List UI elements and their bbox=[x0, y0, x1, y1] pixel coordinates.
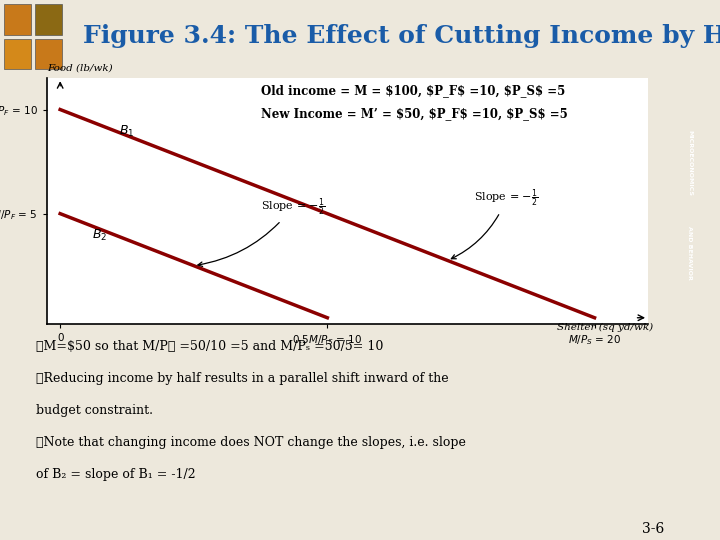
Text: ✓M=$50 so that M/P₟ =50/10 =5 and M/Pₛ =50/5= 10: ✓M=$50 so that M/P₟ =50/10 =5 and M/Pₛ =… bbox=[36, 340, 383, 353]
Text: AND BEHAVIOR: AND BEHAVIOR bbox=[687, 226, 692, 279]
Text: New Income = M’ = $50, $P_F$ =10, $P_S$ =5: New Income = M’ = $50, $P_F$ =10, $P_S$ … bbox=[261, 107, 567, 120]
Bar bbox=[4, 4, 31, 35]
Bar bbox=[4, 39, 31, 69]
Text: Figure 3.4: The Effect of Cutting Income by Half: Figure 3.4: The Effect of Cutting Income… bbox=[83, 24, 720, 49]
Text: MICROECONOMICS: MICROECONOMICS bbox=[687, 130, 692, 195]
Text: of B₂ = slope of B₁ = -1/2: of B₂ = slope of B₁ = -1/2 bbox=[36, 468, 196, 481]
Text: ✓Reducing income by half results in a parallel shift inward of the: ✓Reducing income by half results in a pa… bbox=[36, 372, 449, 385]
Bar bbox=[35, 4, 62, 35]
Text: $B_2$: $B_2$ bbox=[92, 228, 107, 242]
Text: Slope = $-\frac{1}{2}$: Slope = $-\frac{1}{2}$ bbox=[198, 197, 325, 266]
Text: 3-6: 3-6 bbox=[642, 523, 665, 536]
Text: ✓Note that changing income does NOT change the slopes, i.e. slope: ✓Note that changing income does NOT chan… bbox=[36, 436, 466, 449]
Text: budget constraint.: budget constraint. bbox=[36, 404, 153, 417]
Text: Old income = M = $100, $P_F$ =10, $P_S$ =5: Old income = M = $100, $P_F$ =10, $P_S$ … bbox=[261, 85, 564, 98]
Text: Food (lb/wk): Food (lb/wk) bbox=[47, 63, 112, 72]
Bar bbox=[35, 39, 62, 69]
Text: $B_1$: $B_1$ bbox=[119, 124, 134, 139]
Text: Shelter (sq yd/wk): Shelter (sq yd/wk) bbox=[557, 323, 653, 332]
Text: Slope = $-\frac{1}{2}$: Slope = $-\frac{1}{2}$ bbox=[451, 188, 539, 259]
